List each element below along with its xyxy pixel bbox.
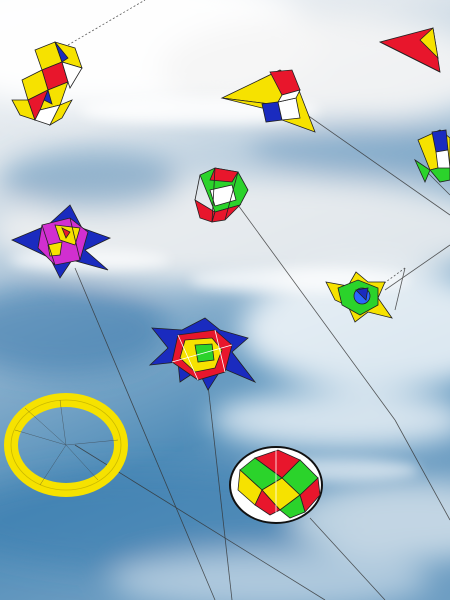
- green-star-kite-right: [325, 271, 393, 323]
- blue-star-magenta-kite-left: [11, 204, 112, 279]
- yellow-red-white-box-kite-top-left: [11, 41, 83, 127]
- yellow-ring-kite-bottom-left: [4, 393, 128, 497]
- green-red-cell-kite-center: [194, 167, 249, 223]
- yellow-winged-kite-top-center: [220, 69, 316, 133]
- yellow-green-kite-right-edge: [414, 129, 450, 184]
- red-delta-kite-top-right: [378, 27, 441, 73]
- blue-star-box-kite-center: [148, 317, 257, 391]
- oval-harlequin-kite-bottom-center: [229, 446, 323, 524]
